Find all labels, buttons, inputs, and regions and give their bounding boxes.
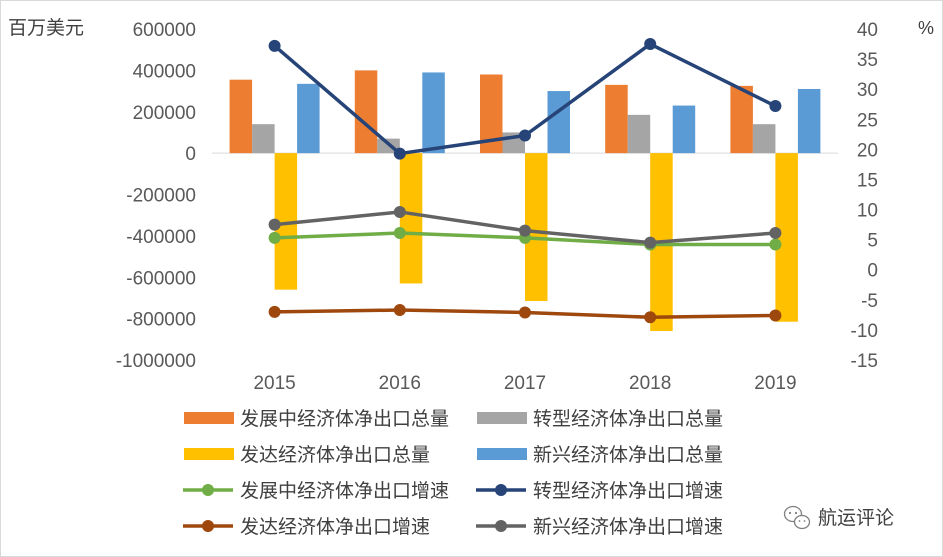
line-point-1-2015 [268, 39, 281, 52]
line-point-3-2019 [769, 227, 782, 240]
bar-0-2017 [480, 74, 503, 154]
x-tick-label: 2018 [629, 373, 671, 394]
right-tick-label: 15 [857, 170, 878, 191]
left-tick-label: 0 [185, 144, 196, 165]
left-tick-label: -400000 [126, 227, 196, 248]
line-point-3-2016 [393, 205, 406, 218]
line-point-1-2017 [519, 129, 531, 142]
line-point-1-2019 [769, 100, 782, 113]
watermark: 航运评论 [783, 505, 894, 530]
bar-3-2019 [797, 88, 821, 154]
right-tick-label: -10 [851, 321, 878, 342]
bar-2-2019 [775, 153, 798, 322]
bar-0-2018 [605, 84, 628, 154]
legend-label: 发达经济体净出口增速 [240, 516, 430, 538]
right-tick-label: 35 [857, 50, 878, 71]
x-axis-labels: 2015 2016 2017 2018 2019 [253, 373, 796, 394]
line-point-2-2018 [644, 311, 657, 324]
bar-0-2016 [354, 70, 378, 154]
line-point-3-2017 [519, 224, 531, 237]
right-tick-label: 10 [857, 201, 878, 222]
legend-label: 转型经济体净出口增速 [533, 480, 723, 502]
right-tick-label: -5 [861, 291, 878, 312]
bar-0-2015 [229, 79, 253, 154]
bar-3-2015 [297, 83, 320, 154]
line-point-3-2015 [268, 218, 281, 231]
line-point-0-2016 [393, 227, 406, 240]
right-tick-label: 30 [857, 80, 878, 101]
x-tick-label: 2019 [754, 373, 796, 394]
left-tick-label: -1000000 [116, 351, 196, 372]
left-tick-label: -600000 [126, 268, 196, 289]
right-tick-label: 25 [857, 110, 878, 131]
bar-2-2016 [399, 153, 423, 284]
line-point-2-2015 [268, 305, 281, 318]
bar-1-2018 [627, 114, 651, 154]
legend-label: 发展中经济体净出口增速 [240, 480, 449, 502]
line-point-2-2017 [519, 306, 531, 319]
legend-swatch [477, 412, 527, 424]
right-axis: 40 35 30 25 20 15 10 5 0 -5 -10 -15 [851, 20, 878, 372]
legend-label: 发展中经济体净出口总量 [240, 408, 449, 430]
legend-swatch-marker [202, 520, 214, 532]
bar-1-2019 [752, 124, 776, 154]
right-tick-label: 20 [857, 140, 878, 161]
line-point-0-2015 [268, 231, 281, 244]
left-tick-label: 600000 [133, 20, 196, 41]
line-point-1-2018 [644, 38, 657, 51]
y-left-axis-title: 百万美元 [8, 17, 84, 39]
line-series-group [268, 38, 782, 324]
legend-swatch [184, 448, 234, 460]
y-right-axis-title: % [918, 18, 934, 38]
wechat-icon [783, 505, 811, 530]
watermark-text: 航运评论 [818, 507, 894, 529]
bar-1-2015 [252, 124, 275, 154]
legend-swatch [184, 412, 234, 424]
bar-3-2017 [547, 91, 570, 154]
line-point-3-2018 [644, 236, 657, 249]
x-tick-label: 2015 [253, 373, 295, 394]
legend-label: 转型经济体净出口总量 [533, 408, 723, 430]
bar-series-group [229, 70, 821, 332]
right-tick-label: -15 [851, 351, 878, 372]
left-tick-label: 400000 [133, 61, 196, 82]
left-tick-label: -800000 [126, 310, 196, 331]
bar-0-2019 [730, 85, 753, 154]
right-tick-label: 0 [867, 261, 878, 282]
bar-2-2017 [525, 153, 548, 302]
line-point-0-2019 [769, 238, 782, 251]
right-tick-label: 40 [857, 20, 878, 41]
legend-label: 发达经济体净出口总量 [240, 444, 430, 466]
legend-swatch-marker [202, 484, 214, 496]
x-tick-label: 2017 [504, 373, 546, 394]
left-tick-label: -200000 [126, 186, 196, 207]
left-tick-label: 200000 [133, 103, 196, 124]
line-point-2-2016 [393, 304, 406, 317]
line-point-1-2016 [393, 147, 406, 160]
right-tick-label: 5 [867, 231, 878, 252]
bar-3-2016 [422, 72, 445, 154]
legend-swatch [477, 448, 527, 460]
legend-swatch-marker [495, 484, 507, 496]
legend-swatch-marker [495, 520, 507, 532]
bar-2-2015 [274, 153, 298, 290]
bar-3-2018 [672, 105, 696, 154]
left-axis: 600000 400000 200000 0 -200000 -400000 -600000… [116, 20, 196, 372]
legend-label: 新兴经济体净出口总量 [533, 444, 723, 466]
legend-label: 新兴经济体净出口增速 [533, 516, 723, 538]
line-point-2-2019 [769, 309, 782, 322]
x-tick-label: 2016 [379, 373, 421, 394]
